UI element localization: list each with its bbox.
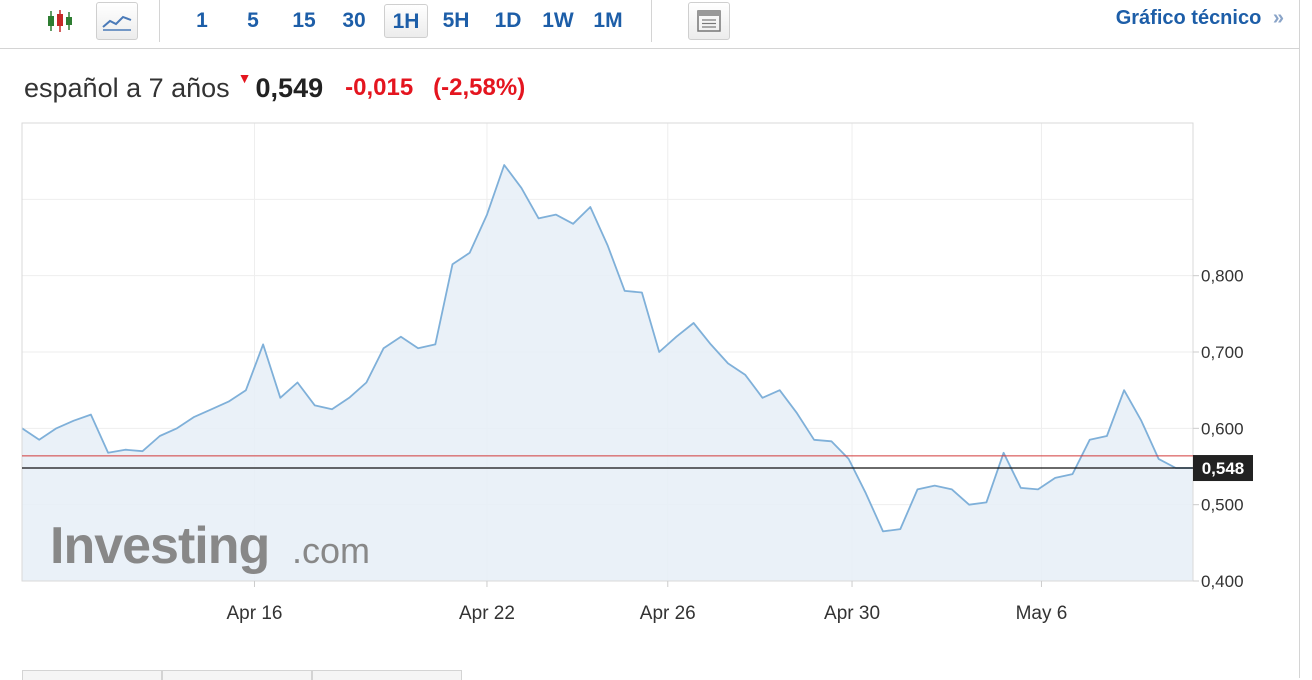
- current-value-label: 0,548: [1193, 455, 1253, 482]
- instrument-header: español a 7 años ▼ 0,549 -0,015 (-2,58%): [24, 70, 525, 106]
- last-price: 0,549: [255, 72, 324, 103]
- watermark-suffix: .com: [292, 530, 370, 571]
- y-tick-label: 0,400: [1201, 572, 1244, 591]
- area-fill: [22, 165, 1193, 581]
- candlestick-chart-button[interactable]: [40, 2, 80, 40]
- timeframe-1d[interactable]: 1D: [494, 9, 522, 32]
- candlestick-icon: [48, 10, 72, 32]
- bottom-tab[interactable]: [312, 670, 462, 680]
- double-chevron-right-icon: »: [1272, 7, 1284, 29]
- y-tick-label: 0,800: [1201, 267, 1244, 286]
- x-tick-label: May 6: [1016, 603, 1068, 624]
- line-chart-icon: [102, 15, 132, 31]
- timeframe-1h[interactable]: 1H: [384, 4, 428, 38]
- chart-toolbar: 1 5 15 30 1H 5H 1D 1W 1M Gráfico técnico…: [0, 0, 1300, 49]
- current-value-badge: [1193, 455, 1253, 482]
- timeframe-1w[interactable]: 1W: [542, 9, 574, 32]
- watermark-brand: Investing: [50, 517, 269, 575]
- layout-table-button[interactable]: [688, 2, 730, 40]
- timeframe-30[interactable]: 30: [342, 9, 366, 32]
- line-chart-button[interactable]: [96, 2, 138, 40]
- x-tick-label: Apr 26: [640, 603, 696, 624]
- y-axis: 0,400 0,500 0,600 0,700 0,800: [1193, 267, 1244, 591]
- toolbar-separator: [651, 0, 652, 42]
- timeframe-5[interactable]: 5: [247, 9, 259, 32]
- instrument-name: español a 7 años: [24, 72, 230, 103]
- y-tick-label: 0,700: [1201, 343, 1244, 362]
- toolbar-separator: [159, 0, 160, 42]
- price-change: -0,015: [345, 74, 414, 101]
- y-tick-label: 0,600: [1201, 419, 1244, 438]
- down-triangle-icon: ▼: [237, 70, 252, 86]
- x-tick-label: Apr 22: [459, 603, 515, 624]
- timeframe-1m[interactable]: 1M: [593, 9, 623, 32]
- timeframe-15[interactable]: 15: [292, 9, 316, 32]
- investing-watermark: Investing .com: [50, 517, 370, 575]
- y-tick-label: 0,500: [1201, 496, 1244, 515]
- x-tick-label: Apr 16: [226, 603, 282, 624]
- x-tick-label: Apr 30: [824, 603, 880, 624]
- technical-chart-link[interactable]: Gráfico técnico »: [1116, 4, 1284, 32]
- price-change-percent: (-2,58%): [433, 74, 526, 101]
- x-axis: Apr 16 Apr 22 Apr 26 Apr 30 May 6: [226, 581, 1067, 624]
- table-icon: [697, 10, 721, 32]
- timeframe-1[interactable]: 1: [196, 9, 208, 32]
- bottom-tab[interactable]: [22, 670, 162, 680]
- panel-right-border: [1299, 0, 1300, 678]
- bottom-tab[interactable]: [162, 670, 312, 680]
- bottom-tabs: [22, 670, 1212, 680]
- technical-chart-label: Gráfico técnico: [1115, 7, 1262, 29]
- timeframe-5h[interactable]: 5H: [442, 9, 470, 32]
- current-value-text: 0,548: [1202, 459, 1245, 478]
- series-line: [21, 164, 1193, 533]
